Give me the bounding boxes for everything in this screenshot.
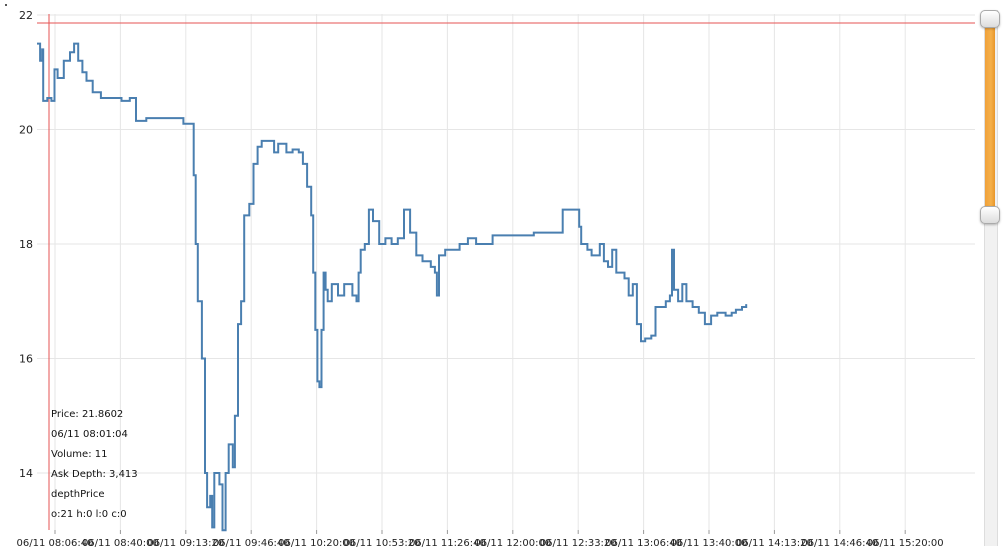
info-ask-depth: Ask Depth: 3,413 xyxy=(51,469,138,480)
info-depth-price: depthPrice xyxy=(51,489,105,500)
x-tick-label: 06/11 14:46:40 xyxy=(801,538,878,549)
x-tick-label: 06/11 10:20:00 xyxy=(278,538,355,549)
range-end-handle[interactable] xyxy=(980,206,1000,224)
y-tick-label: 22 xyxy=(19,9,33,22)
corner-dot xyxy=(5,4,7,6)
x-tick-label: 06/11 09:46:40 xyxy=(213,538,290,549)
range-start-handle[interactable] xyxy=(980,10,1000,28)
x-tick-label: 06/11 13:40:00 xyxy=(671,538,748,549)
grid xyxy=(37,14,975,530)
y-tick-label: 16 xyxy=(19,353,33,366)
x-tick-label: 06/11 13:06:40 xyxy=(605,538,682,549)
x-tick-label: 06/11 09:13:20 xyxy=(147,538,224,549)
y-tick-label: 14 xyxy=(19,467,33,480)
info-ohlc: o:21 h:0 l:0 c:0 xyxy=(51,509,127,520)
info-price: Price: 21.8602 xyxy=(51,409,123,420)
x-tick-label: 06/11 08:06:40 xyxy=(17,538,94,549)
x-tick-label: 06/11 08:40:00 xyxy=(82,538,159,549)
info-time: 06/11 08:01:04 xyxy=(51,429,128,440)
x-tick-label: 06/11 12:00:00 xyxy=(474,538,551,549)
x-tick-label: 06/11 11:26:40 xyxy=(409,538,486,549)
info-volume: Volume: 11 xyxy=(51,449,107,460)
range-slider-selection[interactable] xyxy=(985,18,995,214)
cursor-info-panel: Price: 21.8602 06/11 08:01:04 Volume: 11… xyxy=(51,409,138,520)
x-tick-label: 06/11 10:53:20 xyxy=(344,538,421,549)
y-axis: 14 16 18 20 22 xyxy=(19,9,33,480)
y-tick-label: 20 xyxy=(19,124,33,137)
y-tick-label: 18 xyxy=(19,238,33,251)
x-tick-label: 06/11 12:33:20 xyxy=(540,538,617,549)
x-tick-label: 06/11 15:20:00 xyxy=(867,538,944,549)
price-series-line xyxy=(37,42,748,532)
x-tick-label: 06/11 14:13:20 xyxy=(736,538,813,549)
